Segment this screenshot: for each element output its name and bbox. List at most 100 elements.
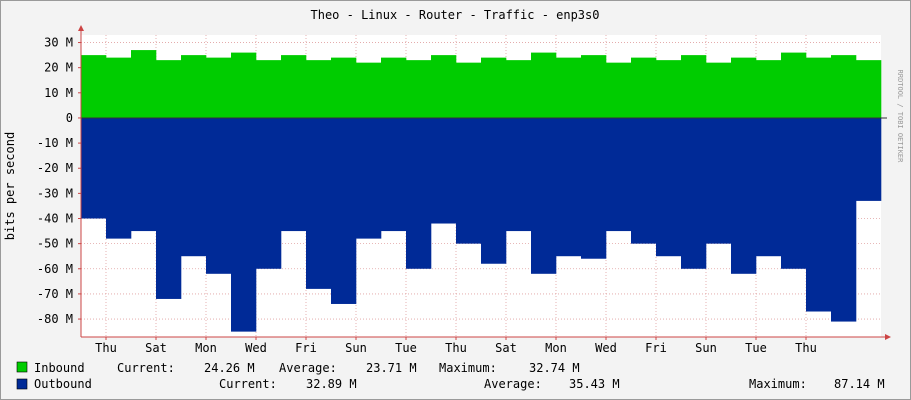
inbound-current-value: 24.26 M bbox=[204, 361, 255, 375]
inbound-area-segment bbox=[431, 55, 457, 118]
x-tick-label: Thu bbox=[795, 341, 817, 355]
outbound-swatch bbox=[16, 378, 28, 390]
inbound-area-segment bbox=[506, 60, 532, 118]
x-axis-arrow bbox=[885, 334, 891, 340]
y-tick-label: -50 M bbox=[37, 237, 73, 251]
y-tick-label: -80 M bbox=[37, 312, 73, 326]
x-tick-label: Tue bbox=[745, 341, 767, 355]
inbound-area-segment bbox=[556, 57, 582, 118]
outbound-area-segment bbox=[606, 117, 632, 232]
x-tick-label: Thu bbox=[95, 341, 117, 355]
inbound-area-segment bbox=[631, 57, 657, 118]
inbound-area-segment bbox=[606, 62, 632, 118]
inbound-area-segment bbox=[781, 52, 807, 118]
inbound-area-segment bbox=[831, 55, 857, 118]
inbound-area-segment bbox=[681, 55, 707, 118]
axes bbox=[78, 25, 891, 340]
outbound-area-segment bbox=[556, 117, 582, 257]
y-tick-label: 20 M bbox=[44, 61, 73, 75]
chart-title: Theo - Linux - Router - Traffic - enp3s0 bbox=[311, 8, 600, 22]
x-tick-label: Mon bbox=[195, 341, 217, 355]
y-tick-label: -20 M bbox=[37, 161, 73, 175]
watermark-label: RRDTOOL / TOBI OETIKER bbox=[896, 70, 904, 164]
inbound-area-segment bbox=[231, 52, 257, 118]
outbound-area-segment bbox=[706, 117, 732, 244]
outbound-area-series bbox=[81, 117, 882, 332]
x-tick-label: Sun bbox=[345, 341, 367, 355]
x-tick-label: Sun bbox=[695, 341, 717, 355]
inbound-area-segment bbox=[206, 57, 232, 118]
y-tick-label: -10 M bbox=[37, 136, 73, 150]
outbound-average-value: 35.43 M bbox=[569, 377, 620, 391]
inbound-area-segment bbox=[406, 60, 432, 118]
inbound-current-label: Current: bbox=[117, 361, 175, 375]
inbound-area-segment bbox=[281, 55, 307, 118]
outbound-average-label: Average: bbox=[484, 377, 542, 391]
x-tick-label: Wed bbox=[595, 341, 617, 355]
outbound-area-segment bbox=[756, 117, 782, 257]
inbound-area-segment bbox=[481, 57, 507, 118]
outbound-area-segment bbox=[681, 117, 707, 269]
outbound-area-segment bbox=[256, 117, 282, 269]
outbound-area-segment bbox=[581, 117, 607, 259]
outbound-area-segment bbox=[81, 117, 107, 219]
outbound-area-segment bbox=[106, 117, 132, 239]
outbound-area-segment bbox=[406, 117, 432, 269]
outbound-maximum-label: Maximum: bbox=[749, 377, 807, 391]
outbound-area-segment bbox=[781, 117, 807, 269]
inbound-area-segment bbox=[131, 50, 157, 118]
outbound-area-segment bbox=[381, 117, 407, 232]
outbound-area-segment bbox=[356, 117, 382, 239]
outbound-area-segment bbox=[156, 117, 182, 299]
y-axis-label: bits per second bbox=[3, 132, 17, 240]
y-axis-ticks: 30 M 20 M 10 M 0 -10 M -20 M -30 M -40 M -50 M -6… bbox=[37, 36, 81, 326]
y-tick-label: -40 M bbox=[37, 212, 73, 226]
outbound-area-segment bbox=[481, 117, 507, 264]
legend-item-inbound: Inbound Current: 24.26 M Average: 23.71 … bbox=[16, 361, 580, 375]
y-tick-label: -70 M bbox=[37, 287, 73, 301]
inbound-area-segment bbox=[806, 57, 832, 118]
outbound-area-segment bbox=[731, 117, 757, 274]
x-tick-label: Mon bbox=[545, 341, 567, 355]
outbound-area-segment bbox=[231, 117, 257, 332]
outbound-area-segment bbox=[506, 117, 532, 232]
inbound-average-value: 23.71 M bbox=[366, 361, 417, 375]
y-tick-label: 30 M bbox=[44, 36, 73, 50]
inbound-area-segment bbox=[331, 57, 357, 118]
inbound-area-segment bbox=[81, 55, 107, 118]
inbound-area-segment bbox=[381, 57, 407, 118]
outbound-area-segment bbox=[831, 117, 857, 322]
inbound-area-segment bbox=[756, 60, 782, 118]
inbound-area-segment bbox=[306, 60, 332, 118]
y-axis-arrow bbox=[78, 25, 84, 31]
inbound-area-segment bbox=[731, 57, 757, 118]
inbound-area-segment bbox=[531, 52, 557, 118]
legend-item-outbound: Outbound Current: 32.89 M Average: 35.43… bbox=[16, 377, 885, 391]
inbound-maximum-value: 32.74 M bbox=[529, 361, 580, 375]
x-axis-ticks: Thu Sat Mon Wed Fri Sun Tue Thu Sat Mon Wed Fri Sun T… bbox=[95, 337, 817, 355]
y-tick-label: 0 bbox=[66, 111, 73, 125]
outbound-current-value: 32.89 M bbox=[306, 377, 357, 391]
x-tick-label: Sat bbox=[145, 341, 167, 355]
inbound-name: Inbound bbox=[34, 361, 85, 375]
outbound-area-segment bbox=[431, 117, 457, 224]
outbound-area-segment bbox=[856, 117, 882, 201]
inbound-maximum-label: Maximum: bbox=[439, 361, 497, 375]
inbound-area-segment bbox=[456, 62, 482, 118]
y-tick-label: -60 M bbox=[37, 262, 73, 276]
outbound-area-segment bbox=[131, 117, 157, 232]
outbound-area-segment bbox=[631, 117, 657, 244]
y-tick-label: -30 M bbox=[37, 186, 73, 200]
outbound-area-segment bbox=[656, 117, 682, 257]
inbound-area-segment bbox=[156, 60, 182, 118]
outbound-area-segment bbox=[531, 117, 557, 274]
outbound-area-segment bbox=[806, 117, 832, 312]
outbound-area-segment bbox=[331, 117, 357, 304]
inbound-average-label: Average: bbox=[279, 361, 337, 375]
x-tick-label: Fri bbox=[645, 341, 667, 355]
inbound-area-segment bbox=[581, 55, 607, 118]
outbound-current-label: Current: bbox=[219, 377, 277, 391]
outbound-area-segment bbox=[206, 117, 232, 274]
inbound-area-segment bbox=[356, 62, 382, 118]
